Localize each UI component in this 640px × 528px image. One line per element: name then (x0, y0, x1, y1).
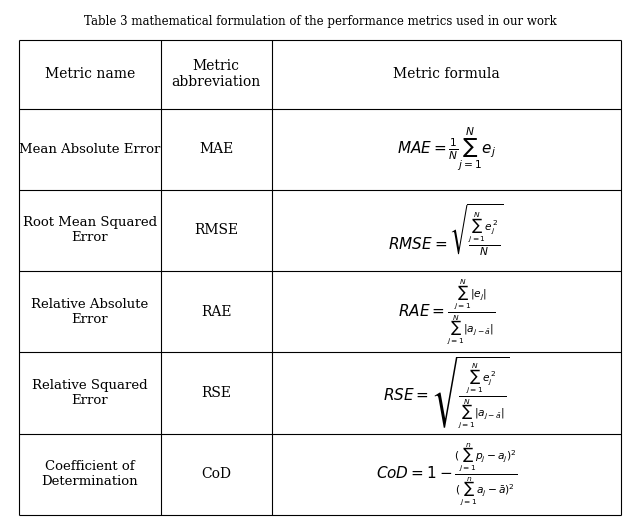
Text: MAE: MAE (199, 142, 234, 156)
Text: Table 3 mathematical formulation of the performance metrics used in our work: Table 3 mathematical formulation of the … (84, 15, 556, 28)
Text: $\mathit{RAE} = \frac{\sum_{j=1}^{N}|e_j|}{\sum_{j=1}^{N}|a_{j-\bar{a}}|}$: $\mathit{RAE} = \frac{\sum_{j=1}^{N}|e_j… (397, 277, 495, 346)
Text: Root Mean Squared
Error: Root Mean Squared Error (23, 216, 157, 244)
Text: Metric formula: Metric formula (393, 67, 500, 81)
Text: Coefficient of
Determination: Coefficient of Determination (42, 460, 138, 488)
Text: Relative Squared
Error: Relative Squared Error (32, 379, 148, 407)
Text: $\mathit{RMSE} = \sqrt{\frac{\sum_{j=1}^{N} e_j^{\,2}}{N}}$: $\mathit{RMSE} = \sqrt{\frac{\sum_{j=1}^… (388, 203, 504, 258)
Text: RAE: RAE (201, 305, 232, 319)
Text: Relative Absolute
Error: Relative Absolute Error (31, 298, 148, 326)
Text: $\mathit{RSE} = \sqrt{\frac{\sum_{j=1}^{N} e_j^{\,2}}{\sum_{j=1}^{N}|a_{j-\bar{a: $\mathit{RSE} = \sqrt{\frac{\sum_{j=1}^{… (383, 355, 510, 431)
Text: Mean Absolute Error: Mean Absolute Error (19, 143, 161, 156)
Text: $\mathit{CoD} = 1 - \frac{(\sum_{j=1}^{n} p_j - a_j)^2}{(\sum_{j=1}^{n} a_j - \b: $\mathit{CoD} = 1 - \frac{(\sum_{j=1}^{n… (376, 441, 517, 507)
Text: RMSE: RMSE (194, 223, 238, 238)
Text: RSE: RSE (201, 386, 231, 400)
Text: CoD: CoD (201, 467, 231, 481)
Text: $\mathit{MAE} = \frac{1}{N}\sum_{j=1}^{N} e_j$: $\mathit{MAE} = \frac{1}{N}\sum_{j=1}^{N… (397, 126, 496, 173)
Text: Metric name: Metric name (45, 67, 135, 81)
Text: Metric
abbreviation: Metric abbreviation (172, 59, 261, 89)
